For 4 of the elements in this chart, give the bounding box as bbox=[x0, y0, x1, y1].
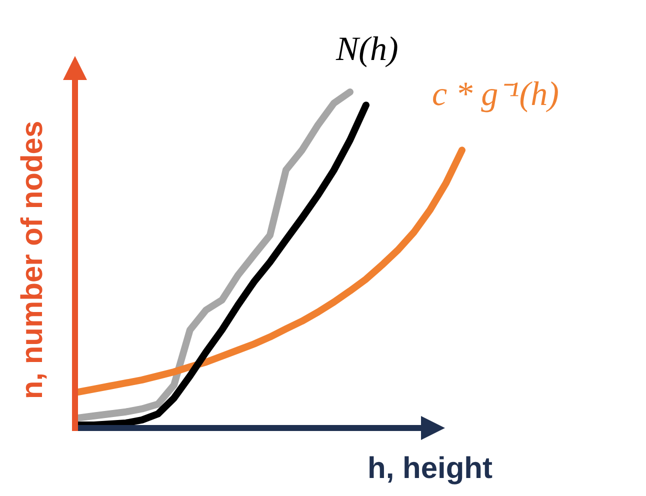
x-axis-title: h, height bbox=[368, 452, 492, 485]
y-axis-title: n, number of nodes bbox=[16, 120, 49, 400]
series-label: N(h) bbox=[335, 31, 398, 68]
series-label: c * g⁻¹(h) bbox=[432, 76, 559, 114]
